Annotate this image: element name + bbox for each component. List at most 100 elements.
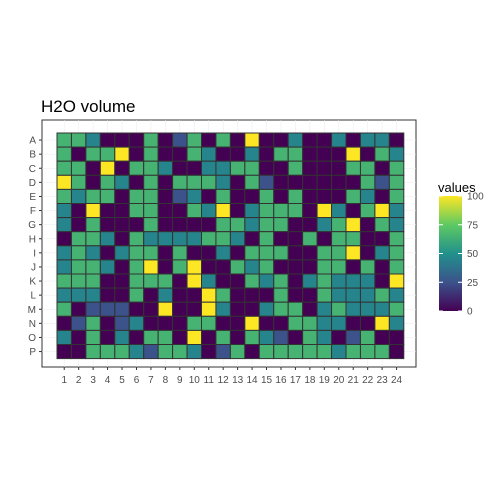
heatmap-cell (302, 174, 318, 190)
heatmap-cell (114, 203, 130, 219)
heatmap-cell (374, 287, 390, 303)
heatmap-cell (85, 146, 101, 162)
heatmap-cell (287, 203, 304, 219)
heatmap-cell (345, 315, 361, 331)
heatmap-cell (345, 273, 361, 289)
heatmap-cell (345, 188, 361, 204)
legend-tick-label: 75 (467, 220, 479, 231)
heatmap-cell (99, 146, 116, 162)
heatmap-cell (70, 301, 87, 317)
heatmap-cell (114, 329, 130, 345)
heatmap-cell (374, 315, 390, 331)
heatmap-cell (287, 259, 304, 275)
heatmap-cell (172, 329, 188, 345)
heatmap-cell (359, 188, 376, 204)
x-tick-label: 11 (204, 375, 215, 386)
heatmap-cell (99, 203, 116, 219)
y-tick-label: C (29, 164, 36, 175)
heatmap-cell (157, 160, 174, 176)
heatmap-cell (56, 287, 72, 303)
heatmap-cell (273, 188, 289, 204)
x-tick-label: 8 (163, 375, 169, 386)
x-tick-label: 2 (76, 375, 82, 386)
heatmap-cell (128, 259, 145, 275)
heatmap-cell (345, 231, 361, 247)
heatmap-cell (258, 259, 275, 275)
heatmap-cell (85, 329, 101, 345)
heatmap-cell (331, 174, 347, 190)
heatmap-cell (331, 329, 347, 345)
heatmap-cell (99, 329, 116, 345)
heatmap-cell (316, 273, 333, 289)
heatmap-cell (229, 259, 246, 275)
heatmap-cell (331, 273, 347, 289)
heatmap-cell (215, 203, 231, 219)
heatmap-cell (186, 273, 203, 289)
heatmap-cell (244, 287, 260, 303)
heatmap-cell (201, 287, 217, 303)
heatmap-cell (302, 160, 318, 176)
heatmap-cell (143, 344, 159, 360)
heatmap-cell (143, 132, 159, 148)
heatmap-cell (302, 188, 318, 204)
heatmap-cell (85, 231, 101, 247)
heatmap-cell (201, 160, 217, 176)
x-tick-label: 10 (189, 375, 201, 386)
heatmap-cell (244, 217, 260, 233)
heatmap-cell (172, 217, 188, 233)
legend: values 0 25 50 75 100 (438, 180, 484, 318)
heatmap-cell (374, 245, 390, 261)
heatmap-cell (316, 344, 333, 360)
heatmap-cell (273, 146, 289, 162)
heatmap-cell (388, 231, 405, 247)
heatmap-cell (244, 231, 260, 247)
heatmap-cell (143, 273, 159, 289)
heatmap-cell (157, 146, 174, 162)
heatmap-cell (56, 329, 72, 345)
heatmap-cell (359, 315, 376, 331)
heatmap-cell (302, 273, 318, 289)
heatmap-cell (56, 259, 72, 275)
heatmap-cell (215, 132, 231, 148)
heatmap-cell (201, 174, 217, 190)
heatmap-cell (172, 273, 188, 289)
heatmap-cell (244, 174, 260, 190)
heatmap-cell (114, 259, 130, 275)
legend-tick-label: 25 (467, 278, 479, 289)
heatmap-cell (359, 301, 376, 317)
heatmap-cell (388, 160, 405, 176)
heatmap-cell (143, 245, 159, 261)
heatmap-cell (374, 174, 390, 190)
x-tick-label: 15 (261, 375, 273, 386)
heatmap-cell (374, 344, 390, 360)
heatmap-cell (359, 231, 376, 247)
y-tick-label: A (29, 136, 36, 147)
heatmap-cell (186, 203, 203, 219)
x-tick-label: 3 (90, 375, 96, 386)
heatmap-cell (201, 315, 217, 331)
heatmap-cell (56, 132, 72, 148)
legend-title: values (438, 180, 476, 195)
heatmap-cell (359, 287, 376, 303)
heatmap-cell (273, 160, 289, 176)
heatmap-cell (70, 329, 87, 345)
heatmap-cell (287, 245, 304, 261)
heatmap-cell (143, 231, 159, 247)
heatmap-cell (229, 315, 246, 331)
heatmap-cell (244, 344, 260, 360)
heatmap-cell (287, 329, 304, 345)
heatmap-cell (85, 188, 101, 204)
heatmap-cell (316, 315, 333, 331)
y-tick-label: L (30, 291, 36, 302)
heatmap-cell (359, 160, 376, 176)
heatmap-cell (374, 146, 390, 162)
heatmap-cell (114, 160, 130, 176)
heatmap-cell (359, 329, 376, 345)
heatmap-cell (99, 245, 116, 261)
heatmap-cell (388, 146, 405, 162)
y-tick-label: G (28, 220, 36, 231)
heatmap-cell (215, 245, 231, 261)
heatmap-cell (186, 329, 203, 345)
heatmap-cell (331, 160, 347, 176)
heatmap-cell (258, 245, 275, 261)
